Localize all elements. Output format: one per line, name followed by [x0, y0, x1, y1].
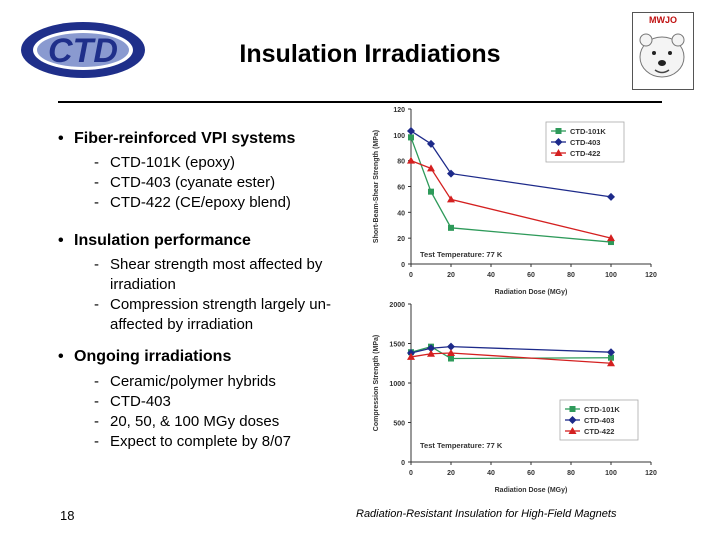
data-point: [447, 195, 455, 203]
y-tick-label: 100: [393, 133, 405, 140]
legend-marker: [569, 406, 576, 412]
y-tick-label: 0: [401, 262, 405, 269]
bullet-3-subs: Ceramic/polymer hybrids CTD-403 20, 50, …: [94, 372, 354, 452]
sub-item: Compression strength largely un-affected…: [94, 295, 344, 335]
x-tick-label: 40: [487, 470, 495, 477]
y-axis-label: Short-Beam-Shear Strength (MPa): [373, 130, 380, 243]
ctd-logo: CTD: [21, 22, 145, 78]
data-point: [447, 342, 455, 351]
x-tick-label: 120: [645, 470, 657, 477]
series-line: [410, 346, 612, 354]
bullet-1: • Fiber-reinforced VPI systems: [58, 130, 296, 147]
bullet-1-subs: CTD-101K (epoxy) CTD-403 (cyanate ester)…: [94, 153, 354, 213]
legend-marker: [568, 427, 577, 434]
data-point: [447, 348, 455, 356]
x-tick-label: 80: [567, 272, 575, 279]
compression-strength-chart: 0 500 1000 1500 2000 0 20 40 60 80 100 120 Radiation…: [373, 302, 657, 494]
sub-item: Ceramic/polymer hybrids: [94, 372, 354, 392]
y-tick-label: 20: [397, 236, 405, 243]
bullet-2: • Insulation performance: [58, 232, 251, 249]
data-point: [427, 349, 435, 357]
data-point: [428, 188, 434, 195]
x-tick-label: 120: [645, 272, 657, 279]
data-point: [447, 169, 455, 178]
legend-marker: [555, 128, 562, 134]
legend-marker: [554, 149, 563, 156]
title-divider: [58, 101, 662, 103]
data-point: [427, 164, 435, 172]
legend: CTD-101K CTD-403 CTD-422: [559, 399, 639, 441]
y-tick-label: 0: [401, 460, 405, 467]
bullet-2-subs: Shear strength most affected by irradiat…: [94, 255, 344, 335]
data-point: [407, 156, 415, 164]
y-axis-label: Compression Strength (MPa): [373, 335, 380, 431]
x-tick-label: 40: [487, 272, 495, 279]
bullet-3: • Ongoing irradiations: [58, 348, 232, 365]
chart-annotation: Test Temperature: 77 K: [420, 250, 503, 259]
y-tick-label: 80: [397, 159, 405, 166]
chart-annotation: Test Temperature: 77 K: [420, 441, 503, 450]
x-tick-label: 100: [605, 470, 617, 477]
x-tick-label: 80: [567, 470, 575, 477]
page-number: 18: [60, 508, 75, 523]
data-point: [607, 359, 615, 367]
x-axis-label: Radiation Dose (MGy): [495, 289, 568, 296]
legend-label: CTD-101K: [570, 127, 606, 136]
x-tick-label: 20: [447, 470, 455, 477]
x-tick-label: 20: [447, 272, 455, 279]
x-tick-label: 0: [409, 470, 413, 477]
mwjo-logo: MWJO: [632, 12, 694, 90]
legend-marker: [568, 416, 577, 424]
sub-item: Expect to complete by 8/07: [94, 432, 354, 452]
legend-label: CTD-403: [570, 138, 600, 147]
sub-item: CTD-403: [94, 392, 354, 412]
series-line: [410, 352, 612, 364]
data-point: [448, 355, 454, 362]
mwjo-logo-text: MWJO: [649, 15, 677, 25]
sub-item: Shear strength most affected by irradiat…: [94, 255, 344, 295]
page-title: Insulation Irradiations: [239, 40, 501, 68]
data-point: [427, 139, 435, 148]
data-point: [448, 224, 454, 231]
series-line: [410, 130, 612, 198]
polar-bear-icon: [639, 33, 685, 78]
y-tick-label: 500: [393, 421, 405, 428]
legend-label: CTD-403: [584, 416, 614, 425]
y-tick-label: 1000: [389, 381, 405, 388]
sub-item: CTD-422 (CE/epoxy blend): [94, 193, 354, 213]
x-axis-label: Radiation Dose (MGy): [495, 487, 568, 494]
legend-label: CTD-422: [584, 427, 614, 436]
y-tick-label: 60: [397, 185, 405, 192]
data-point: [607, 192, 615, 201]
y-tick-label: 120: [393, 107, 405, 114]
legend-label: CTD-422: [570, 149, 600, 158]
shear-strength-chart: 0 20 40 60 80 100 120 0 20 40 60 80 100 120 Radiation …: [373, 107, 657, 296]
ctd-logo-text: CTD: [48, 32, 118, 70]
x-tick-label: 0: [409, 272, 413, 279]
data-point: [607, 234, 615, 242]
data-point: [408, 134, 414, 141]
sub-item: CTD-403 (cyanate ester): [94, 173, 354, 193]
data-point: [608, 354, 614, 361]
y-tick-label: 40: [397, 210, 405, 217]
x-tick-label: 100: [605, 272, 617, 279]
sub-item: 20, 50, & 100 MGy doses: [94, 412, 354, 432]
data-point: [427, 344, 435, 353]
data-point: [607, 348, 615, 357]
x-tick-label: 60: [527, 272, 535, 279]
legend-label: CTD-101K: [584, 405, 620, 414]
legend-marker: [554, 138, 563, 146]
y-tick-label: 2000: [389, 302, 405, 309]
legend: CTD-101K CTD-403 CTD-422: [545, 121, 625, 163]
series-line: [410, 160, 612, 239]
data-point: [407, 352, 415, 360]
y-tick-label: 1500: [389, 342, 405, 349]
sub-item: CTD-101K (epoxy): [94, 153, 354, 173]
footer-text: Radiation-Resistant Insulation for High-…: [356, 508, 617, 520]
x-tick-label: 60: [527, 470, 535, 477]
data-point: [608, 239, 614, 246]
